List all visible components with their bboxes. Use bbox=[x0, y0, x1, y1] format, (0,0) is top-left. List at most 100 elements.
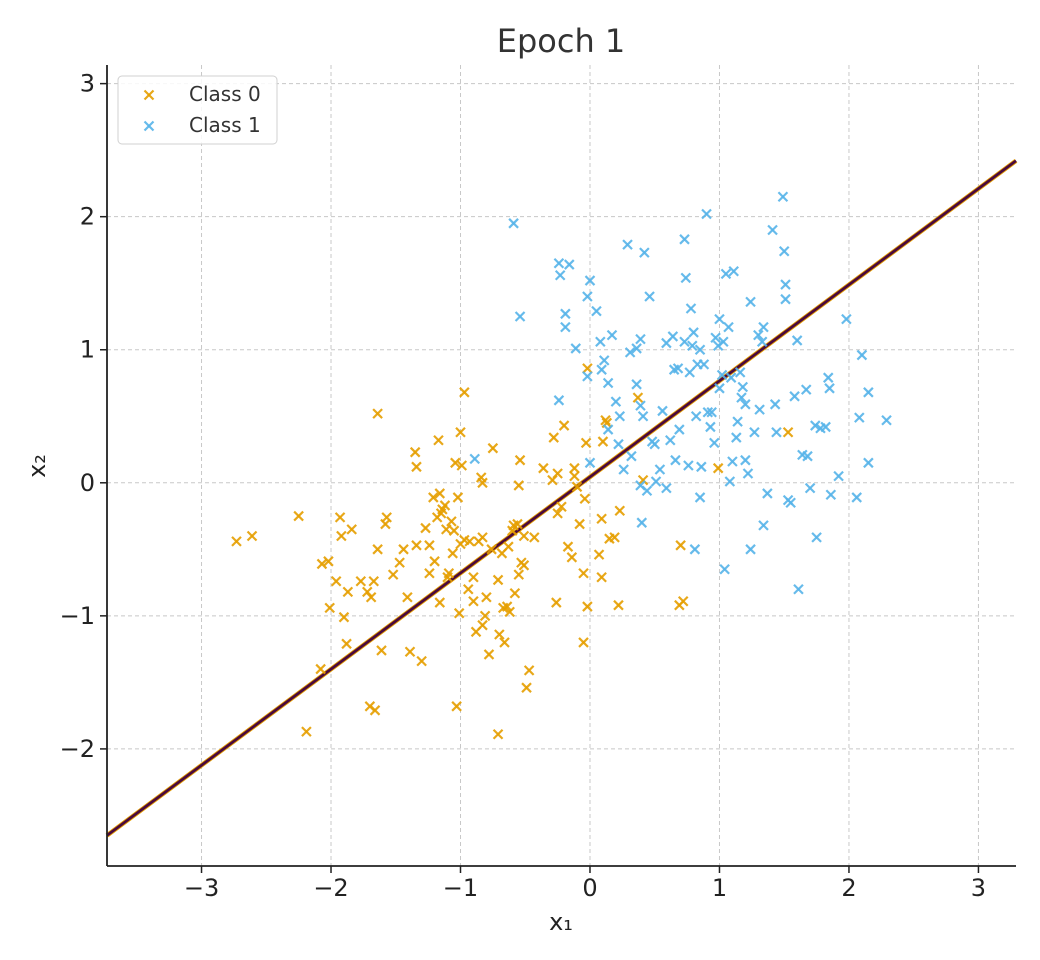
legend-marker bbox=[143, 120, 155, 132]
point-class-0 bbox=[509, 587, 521, 599]
point-class-0 bbox=[558, 420, 570, 431]
point-class-0 bbox=[548, 432, 560, 443]
marker-stroke bbox=[513, 480, 525, 491]
marker-stroke bbox=[512, 518, 523, 530]
marker-stroke bbox=[667, 331, 679, 342]
marker-stroke bbox=[453, 607, 465, 619]
y-tick-label: −1 bbox=[60, 602, 95, 630]
marker-stroke bbox=[769, 399, 781, 410]
point-class-1 bbox=[696, 461, 707, 473]
marker-stroke bbox=[854, 412, 865, 423]
point-class-1 bbox=[737, 381, 749, 393]
point-class-0 bbox=[434, 488, 446, 499]
marker-stroke bbox=[338, 611, 350, 623]
legend-marker-class-0 bbox=[143, 89, 155, 101]
marker-stroke bbox=[330, 575, 342, 587]
point-class-0 bbox=[494, 629, 505, 640]
marker-stroke bbox=[724, 476, 736, 487]
marker-stroke bbox=[696, 461, 707, 473]
marker-stroke bbox=[553, 257, 565, 269]
marker-stroke bbox=[822, 372, 834, 383]
point-class-0 bbox=[556, 501, 567, 513]
marker-stroke bbox=[802, 450, 813, 462]
marker-stroke bbox=[654, 464, 666, 475]
point-class-0 bbox=[453, 607, 465, 619]
marker-stroke bbox=[574, 518, 585, 530]
marker-stroke bbox=[409, 446, 421, 458]
point-class-1 bbox=[679, 336, 690, 348]
point-class-1 bbox=[720, 268, 732, 280]
point-class-0 bbox=[429, 556, 440, 567]
point-class-1 bbox=[654, 464, 666, 475]
point-class-0 bbox=[434, 597, 446, 608]
marker-stroke bbox=[563, 259, 575, 270]
point-class-1 bbox=[694, 344, 706, 356]
marker-stroke bbox=[369, 705, 381, 716]
marker-stroke bbox=[602, 377, 614, 389]
point-class-0 bbox=[468, 571, 479, 583]
point-class-0 bbox=[402, 591, 413, 603]
marker-stroke bbox=[514, 311, 526, 322]
point-class-1 bbox=[856, 349, 868, 361]
marker-stroke bbox=[641, 485, 653, 497]
point-class-0 bbox=[446, 516, 457, 527]
point-class-0 bbox=[330, 575, 342, 587]
marker-stroke bbox=[504, 606, 515, 618]
marker-stroke bbox=[677, 595, 689, 607]
point-class-0 bbox=[483, 649, 495, 660]
marker-stroke bbox=[596, 364, 607, 375]
point-class-1 bbox=[689, 544, 701, 555]
marker-stroke bbox=[424, 540, 435, 551]
x-tick-label: −3 bbox=[184, 874, 219, 902]
marker-stroke bbox=[336, 530, 347, 542]
marker-stroke bbox=[477, 532, 488, 543]
point-class-0 bbox=[316, 558, 328, 570]
marker-stroke bbox=[499, 637, 510, 648]
point-class-1 bbox=[680, 272, 692, 284]
marker-stroke bbox=[578, 637, 589, 648]
point-class-0 bbox=[477, 619, 488, 631]
point-class-1 bbox=[591, 305, 602, 317]
x-tick-label: −1 bbox=[443, 874, 478, 902]
marker-stroke bbox=[342, 586, 354, 598]
point-class-0 bbox=[372, 408, 383, 419]
point-class-1 bbox=[758, 321, 769, 333]
point-class-0 bbox=[372, 544, 383, 555]
marker-stroke bbox=[631, 343, 642, 354]
marker-stroke bbox=[672, 363, 684, 374]
marker-stroke bbox=[372, 408, 383, 419]
marker-stroke bbox=[597, 436, 609, 447]
marker-stroke bbox=[420, 522, 431, 534]
point-class-1 bbox=[657, 405, 668, 417]
point-class-1 bbox=[785, 497, 796, 509]
point-class-1 bbox=[672, 363, 684, 374]
point-class-0 bbox=[301, 726, 312, 737]
marker-stroke bbox=[644, 291, 655, 302]
marker-stroke bbox=[710, 332, 721, 344]
point-class-1 bbox=[709, 437, 720, 449]
marker-stroke bbox=[518, 560, 530, 571]
point-class-0 bbox=[439, 500, 451, 511]
marker-stroke bbox=[439, 500, 451, 511]
marker-stroke bbox=[841, 313, 852, 325]
point-class-1 bbox=[631, 343, 642, 354]
point-class-0 bbox=[712, 462, 724, 474]
marker-stroke bbox=[324, 602, 335, 614]
marker-stroke bbox=[365, 591, 377, 603]
marker-stroke bbox=[610, 396, 622, 407]
point-class-1 bbox=[718, 336, 729, 348]
chart-title: Epoch 1 bbox=[497, 22, 626, 60]
marker-stroke bbox=[664, 434, 676, 446]
marker-stroke bbox=[428, 492, 439, 503]
marker-stroke bbox=[754, 404, 765, 415]
point-class-1 bbox=[767, 224, 778, 236]
point-class-0 bbox=[675, 540, 686, 551]
point-class-1 bbox=[753, 329, 764, 341]
point-class-1 bbox=[841, 313, 852, 325]
marker-stroke bbox=[824, 383, 835, 394]
marker-stroke bbox=[596, 513, 607, 525]
marker-stroke bbox=[698, 359, 710, 370]
point-class-0 bbox=[451, 701, 462, 712]
point-class-1 bbox=[724, 476, 736, 487]
marker-stroke bbox=[456, 460, 468, 471]
